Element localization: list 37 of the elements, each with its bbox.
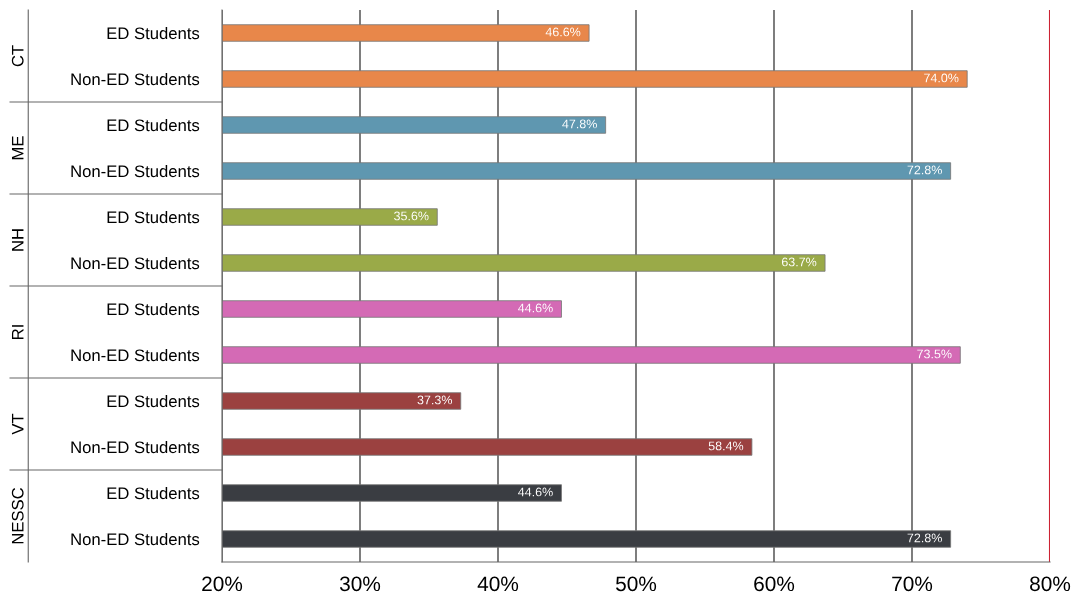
x-tick-label: 40% bbox=[477, 576, 519, 592]
y-tick-label: Non-ED Students bbox=[71, 440, 200, 454]
data-label: 72.8% bbox=[907, 165, 942, 175]
x-tick-label: 50% bbox=[615, 576, 657, 592]
data-label: 46.6% bbox=[545, 27, 581, 37]
y-tick-label: ED Students bbox=[107, 486, 200, 500]
x-tick-label: 30% bbox=[339, 576, 381, 592]
data-label: 73.5% bbox=[917, 349, 952, 359]
y-tick-label: ED Students bbox=[107, 210, 200, 224]
x-tick-label: 80% bbox=[1030, 576, 1071, 592]
x-tick-label: 70% bbox=[892, 576, 933, 592]
y-tick-label: Non-ED Students bbox=[71, 256, 200, 270]
data-label: 35.6% bbox=[394, 211, 429, 221]
data-label: 47.8% bbox=[562, 119, 597, 129]
data-label: 44.6% bbox=[518, 487, 553, 497]
text: CT bbox=[11, 45, 24, 67]
y-tick-label: ED Students bbox=[107, 302, 200, 316]
text: NH bbox=[11, 229, 24, 251]
text: RI bbox=[11, 325, 24, 339]
y-tick-label: Non-ED Students bbox=[71, 72, 200, 86]
data-label: 63.7% bbox=[781, 257, 817, 267]
data-label: 74.0% bbox=[924, 73, 959, 83]
data-label: 37.3% bbox=[417, 395, 453, 405]
y-tick-label: Non-ED Students bbox=[71, 348, 200, 362]
x-tick-label: 20% bbox=[202, 576, 243, 592]
data-label: 58.4% bbox=[708, 441, 744, 451]
y-tick-label: ED Students bbox=[107, 26, 200, 40]
y-tick-label: ED Students bbox=[107, 394, 200, 408]
data-label: 72.8% bbox=[907, 533, 942, 543]
y-tick-label: ED Students bbox=[107, 118, 200, 132]
text: ME bbox=[11, 136, 24, 160]
data-label: 44.6% bbox=[518, 303, 553, 313]
text: NESSC bbox=[11, 487, 24, 544]
y-tick-label: Non-ED Students bbox=[71, 532, 200, 546]
text: VT bbox=[11, 413, 24, 435]
x-tick-label: 60% bbox=[754, 576, 795, 592]
y-tick-label: Non-ED Students bbox=[71, 164, 200, 178]
